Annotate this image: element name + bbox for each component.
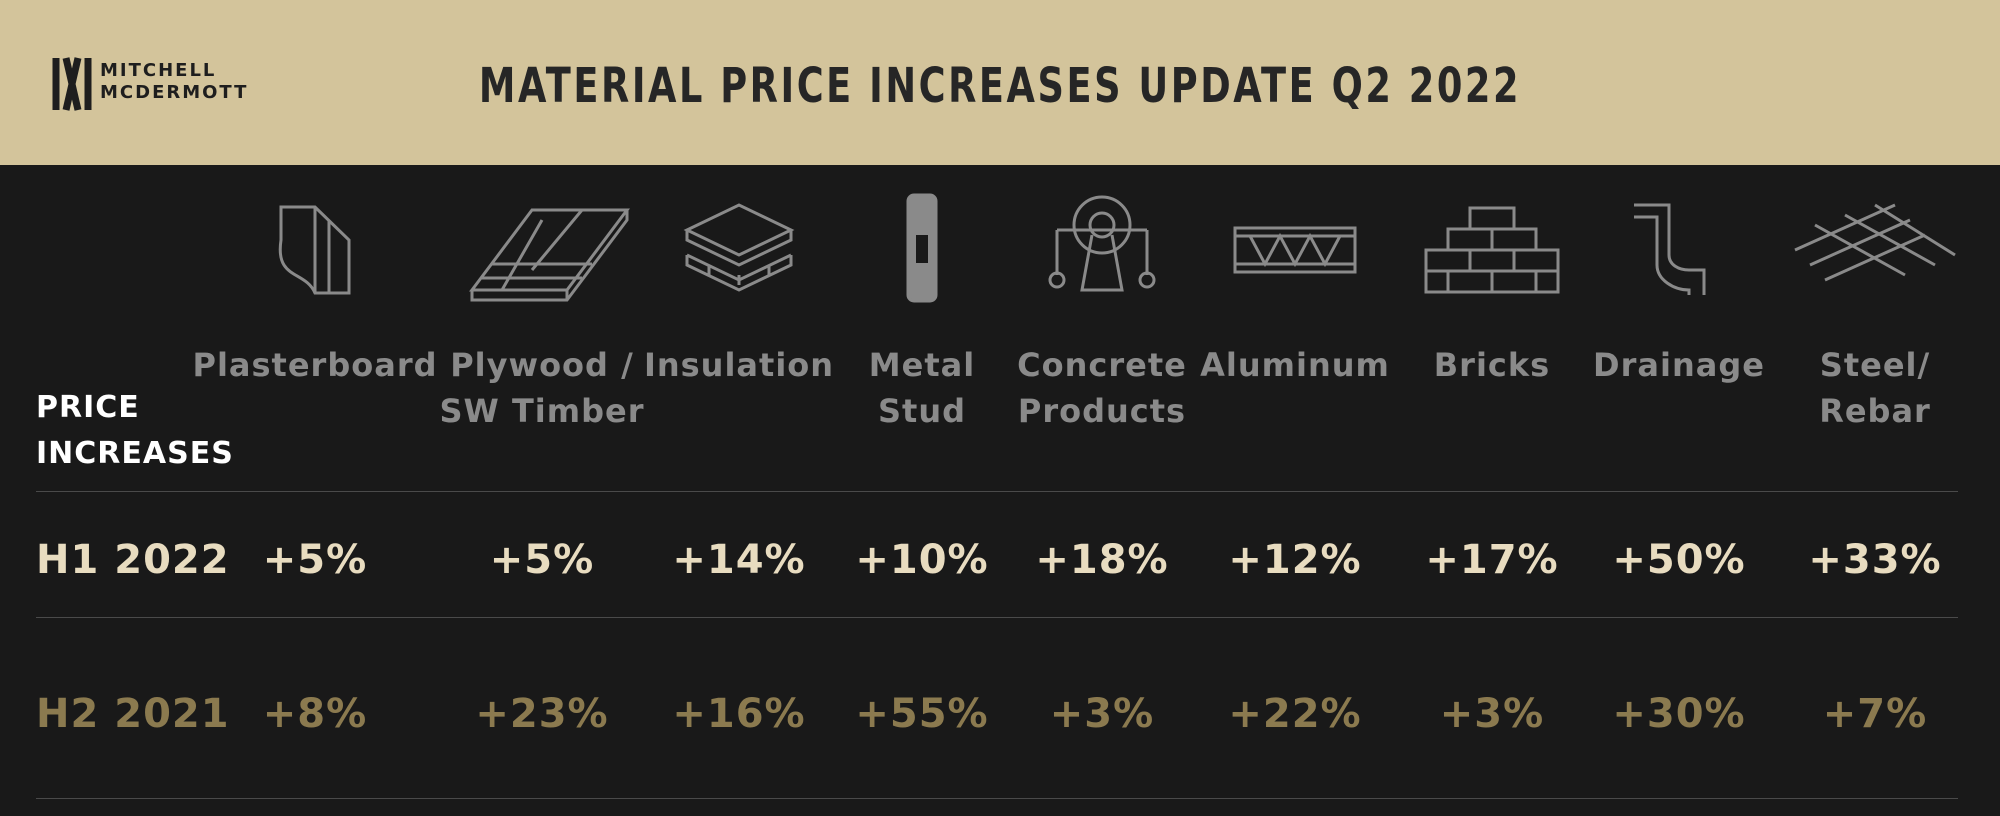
- material-icons: [278, 193, 1956, 303]
- column-label-line: Concrete: [1017, 346, 1187, 384]
- column-label-line: Plywood /: [450, 346, 634, 384]
- price-cell: +55%: [855, 691, 989, 737]
- price-cell: +5%: [489, 537, 595, 583]
- icon-plasterboard: [278, 205, 351, 295]
- icon-rebar: [1794, 203, 1956, 282]
- icon-concrete: [1048, 195, 1156, 292]
- column-label: Drainage: [1593, 342, 1765, 388]
- column-label: Concrete Products: [1017, 342, 1187, 434]
- logo-line: MCDERMOTT: [100, 82, 249, 103]
- row-label: H1 2022: [36, 537, 230, 583]
- row-header: PRICE INCREASES: [36, 385, 234, 477]
- row-divider: [36, 491, 1958, 492]
- icon-aluminum: [1233, 226, 1357, 274]
- column-label-line: Rebar: [1819, 392, 1931, 430]
- row-label: H2 2021: [36, 691, 230, 737]
- column-label-line: SW Timber: [439, 392, 645, 430]
- price-cell: +7%: [1822, 691, 1928, 737]
- header-bar: MITCHELL MCDERMOTT MATERIAL PRICE INCREA…: [0, 0, 2000, 165]
- row-divider: [36, 798, 1958, 799]
- column-label: Steel/Rebar: [1819, 342, 1931, 434]
- price-cell: +50%: [1612, 537, 1746, 583]
- price-cell: +23%: [475, 691, 609, 737]
- price-cell: +30%: [1612, 691, 1746, 737]
- price-cell: +12%: [1228, 537, 1362, 583]
- column-label-line: Bricks: [1433, 346, 1551, 384]
- column-label-line: Aluminum: [1200, 346, 1390, 384]
- column-label: Metal Stud: [869, 342, 975, 434]
- price-cell: +14%: [672, 537, 806, 583]
- column-label: Bricks: [1434, 342, 1550, 388]
- column-label-line: Metal: [868, 346, 976, 384]
- title: MATERIAL PRICE INCREASES UPDATE Q2 2022: [478, 58, 1522, 114]
- logo-line: MITCHELL: [100, 60, 217, 81]
- price-cell: +3%: [1049, 691, 1155, 737]
- column-label-line: Drainage: [1593, 346, 1765, 384]
- logo-mark: [52, 57, 92, 111]
- icon-insulation: [683, 203, 795, 292]
- column-label: Aluminum: [1200, 342, 1390, 388]
- icon-drainage: [1634, 203, 1706, 295]
- row-header-line: INCREASES: [36, 436, 234, 471]
- column-label-line: Products: [1017, 392, 1187, 430]
- column-label-line: Stud: [877, 392, 967, 430]
- column-label-line: Insulation: [643, 346, 835, 384]
- price-cell: +8%: [262, 691, 368, 737]
- column-label: Insulation: [644, 342, 834, 388]
- column-label: Plywood / SW Timber: [439, 342, 644, 434]
- column-label: Plasterboard: [192, 342, 437, 388]
- price-cell: +18%: [1035, 537, 1169, 583]
- price-cell: +16%: [672, 691, 806, 737]
- price-cell: +33%: [1808, 537, 1942, 583]
- row-header-line: PRICE: [36, 390, 140, 425]
- row-divider: [36, 617, 1958, 618]
- price-cell: +22%: [1228, 691, 1362, 737]
- price-cell: +3%: [1439, 691, 1545, 737]
- icon-metal-stud: [906, 193, 938, 303]
- column-label-line: Plasterboard: [192, 346, 438, 384]
- icon-plywood: [469, 208, 630, 302]
- logo-text: MITCHELL MCDERMOTT: [100, 60, 248, 104]
- column-label-line: Steel/: [1819, 346, 1931, 384]
- price-cell: +10%: [855, 537, 989, 583]
- icon-bricks: [1424, 206, 1560, 294]
- price-cell: +17%: [1425, 537, 1559, 583]
- price-cell: +5%: [262, 537, 368, 583]
